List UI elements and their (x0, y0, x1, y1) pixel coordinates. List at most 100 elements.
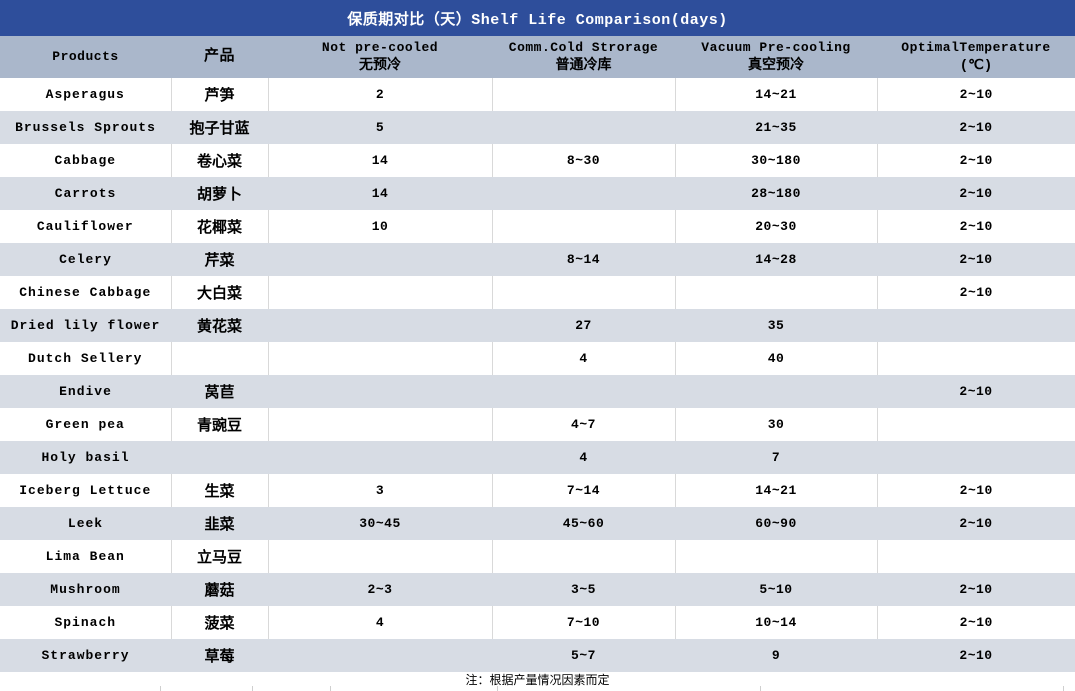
cell-vacuum-precooling: 35 (767, 318, 785, 333)
cell-vacuum-precooling: 14~28 (755, 252, 797, 267)
cell-not-precooled: 10 (268, 210, 493, 243)
table-row: Dried lily flower 黄花菜 27 35 (0, 309, 1075, 342)
cell-product-zh (171, 342, 269, 375)
cell-product-en: Dutch Sellery (0, 342, 172, 375)
cell-vacuum-precooling: 28~180 (751, 186, 801, 201)
table-row: Leek 韭菜 30~45 45~60 60~90 2~10 (0, 507, 1075, 540)
cell-not-precooled (268, 375, 492, 408)
cell-product-zh: 卷心菜 (171, 144, 269, 177)
cell-not-precooled: 14 (371, 186, 389, 201)
table-row: Chinese Cabbage 大白菜 2~10 (0, 276, 1075, 309)
cell-optimal-temperature: 2~10 (959, 615, 993, 630)
cell-product-zh: 菠菜 (171, 606, 269, 639)
cell-product-en: Strawberry (41, 648, 130, 663)
cell-product-en: Mushroom (50, 582, 121, 597)
cell-cold-storage: 4~7 (492, 408, 676, 441)
header-cell-vacuum-precooling: Vacuum Pre-cooling 真空预冷 (675, 36, 877, 78)
cell-optimal-temperature: 2~10 (959, 252, 993, 267)
table-row: Cauliflower 花椰菜 10 20~30 2~10 (0, 210, 1075, 243)
cell-product-en: Iceberg Lettuce (0, 474, 172, 507)
cell-optimal-temperature: 2~10 (959, 648, 993, 663)
cell-optimal-temperature: 2~10 (959, 384, 993, 399)
cell-product-en: Dried lily flower (10, 318, 161, 333)
cell-vacuum-precooling (675, 375, 877, 408)
cell-vacuum-precooling: 10~14 (675, 606, 878, 639)
cell-optimal-temperature (877, 309, 1075, 342)
cell-vacuum-precooling: 14~21 (675, 78, 878, 111)
cell-cold-storage: 3~5 (571, 582, 596, 597)
table-row: Cabbage 卷心菜 14 8~30 30~180 2~10 (0, 144, 1075, 177)
cell-cold-storage: 4 (492, 342, 676, 375)
cell-not-precooled (268, 243, 492, 276)
cell-product-en: Endive (59, 384, 112, 399)
cell-not-precooled (268, 441, 492, 474)
shelf-life-table: Products 产品 Not pre-cooled 无预冷 Comm.Cold… (0, 36, 1075, 672)
cell-vacuum-precooling: 14~21 (675, 474, 878, 507)
cell-product-zh: 青豌豆 (171, 408, 269, 441)
cell-optimal-temperature (877, 408, 1075, 441)
table-row: Green pea 青豌豆 4~7 30 (0, 408, 1075, 441)
cell-not-precooled: 4 (268, 606, 493, 639)
header-cell-cold-storage: Comm.Cold Strorage 普通冷库 (492, 36, 675, 78)
cell-product-zh (171, 441, 268, 474)
cell-cold-storage (492, 375, 675, 408)
cell-not-precooled (268, 342, 493, 375)
cell-not-precooled: 2~3 (367, 582, 393, 597)
cell-product-zh: 草莓 (204, 649, 235, 666)
table-row: Celery 芹菜 8~14 14~28 2~10 (0, 243, 1075, 276)
cell-vacuum-precooling: 21~35 (755, 120, 797, 135)
cell-cold-storage: 8~30 (492, 144, 676, 177)
footnote: 注：根据产量情况因素而定 (0, 672, 1075, 687)
cell-cold-storage: 4 (579, 450, 588, 465)
cell-optimal-temperature: 2~10 (959, 483, 993, 498)
header-cell-product-zh: 产品 (171, 36, 268, 78)
table-row: Spinach 菠菜 4 7~10 10~14 2~10 (0, 606, 1075, 639)
cell-product-zh: 黄花菜 (196, 319, 242, 336)
cell-product-en: Cauliflower (0, 210, 172, 243)
cell-cold-storage: 45~60 (562, 516, 605, 531)
table-row: Holy basil 4 7 (0, 441, 1075, 474)
table-row: Lima Bean 立马豆 (0, 540, 1075, 573)
cell-product-en: Brussels Sprouts (15, 120, 156, 135)
cell-vacuum-precooling: 7 (771, 450, 781, 465)
table-row: Strawberry 草莓 5~7 9 2~10 (0, 639, 1075, 672)
cell-cold-storage (492, 210, 676, 243)
cell-product-zh: 花椰菜 (171, 210, 269, 243)
cell-cold-storage: 8~14 (566, 252, 601, 267)
header-optimal-temperature-unit: (℃) (959, 58, 993, 74)
header-vacuum-precooling-zh: 真空预冷 (748, 58, 804, 74)
header-product-zh: 产品 (203, 48, 235, 65)
cell-optimal-temperature: 2~10 (959, 285, 993, 300)
cell-product-zh: 生菜 (171, 474, 269, 507)
cell-vacuum-precooling (675, 276, 878, 309)
cell-optimal-temperature (877, 540, 1075, 573)
header-optimal-temperature-en: OptimalTemperature (901, 40, 1051, 55)
cell-cold-storage (492, 540, 676, 573)
cell-product-en: Holy basil (41, 450, 130, 465)
cell-cold-storage (492, 78, 676, 111)
cell-not-precooled: 2 (268, 78, 493, 111)
cell-product-en: Celery (59, 252, 112, 267)
cell-product-zh: 芹菜 (204, 253, 235, 270)
cell-cold-storage: 7~14 (492, 474, 676, 507)
cell-product-en: Cabbage (0, 144, 172, 177)
cell-product-zh: 大白菜 (171, 276, 269, 309)
cell-not-precooled: 14 (268, 144, 493, 177)
table-row: Mushroom 蘑菇 2~3 3~5 5~10 2~10 (0, 573, 1075, 606)
cell-vacuum-precooling: 30~180 (675, 144, 878, 177)
cell-not-precooled (268, 309, 492, 342)
table-body: Asperagus 芦笋 2 14~21 2~10 Brussels Sprou… (0, 78, 1075, 672)
cell-vacuum-precooling: 20~30 (675, 210, 878, 243)
cell-not-precooled (268, 639, 492, 672)
header-not-precooled-en: Not pre-cooled (321, 40, 439, 55)
cell-product-zh: 莴苣 (204, 385, 235, 402)
cell-optimal-temperature: 2~10 (959, 186, 993, 201)
cell-product-en: Spinach (0, 606, 172, 639)
cell-product-en: Leek (67, 516, 104, 531)
header-products-en: Products (52, 49, 119, 64)
cell-cold-storage: 5~7 (571, 648, 596, 663)
cell-vacuum-precooling: 60~90 (755, 516, 797, 531)
header-not-precooled-zh: 无预冷 (359, 58, 401, 74)
cell-not-precooled (268, 276, 493, 309)
table-row: Iceberg Lettuce 生菜 3 7~14 14~21 2~10 (0, 474, 1075, 507)
